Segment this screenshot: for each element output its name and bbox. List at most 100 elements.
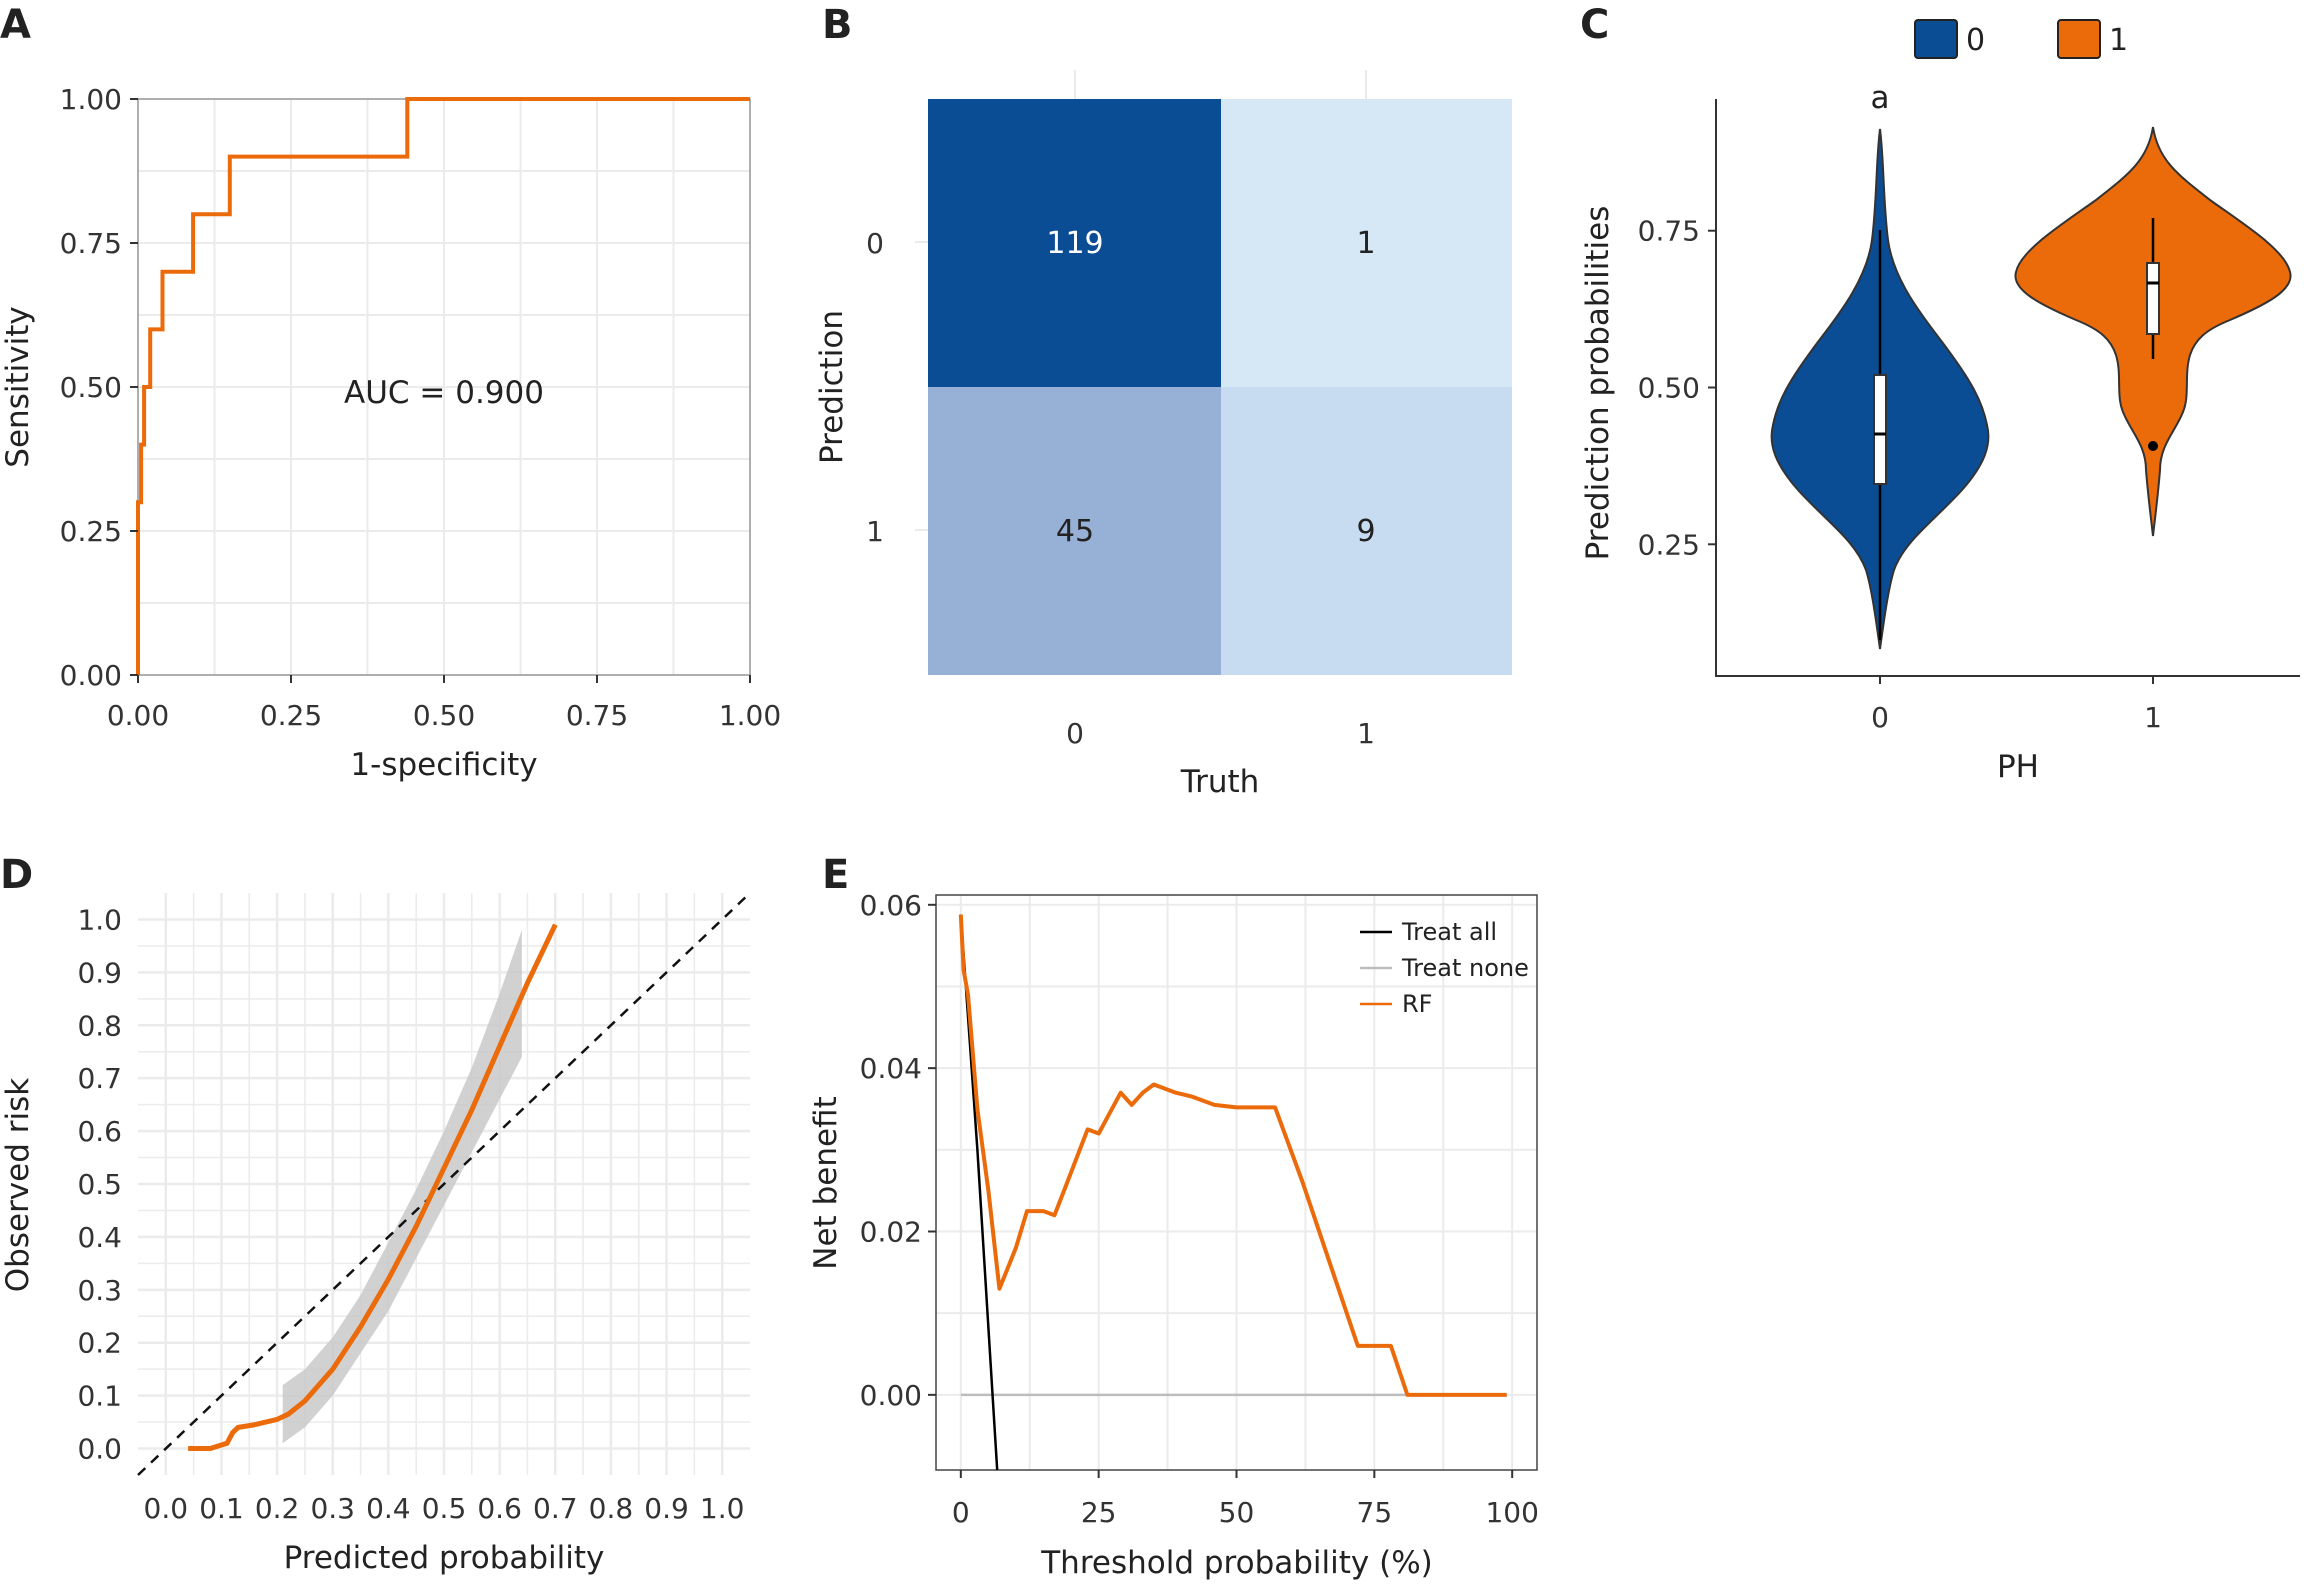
calibration-x-tick-label: 1.0 (700, 1492, 745, 1525)
decision-x-tick-label: 75 (1357, 1496, 1393, 1529)
decision-series (958, 914, 1507, 1471)
panel-letter-a: A (0, 2, 31, 48)
decision-x-axis-title: Threshold probability (%) (1040, 1545, 1433, 1581)
calibration-x-tick-label: 0.0 (144, 1492, 189, 1525)
calibration-y-tick-label: 0.8 (77, 1009, 122, 1042)
panel-letter-b: B (822, 2, 853, 48)
calibration-y-axis-title: Observed risk (0, 1078, 36, 1293)
decision-y-ticks: 0.00 0.02 0.04 0.06 (860, 889, 936, 1412)
truth-tick-0: 0 (1066, 717, 1084, 750)
calibration-y-tick-label: 0.0 (77, 1433, 122, 1466)
legend-label-treat-none: Treat none (1401, 954, 1529, 982)
decision-x-tick-label: 100 (1485, 1496, 1538, 1529)
violin-1-outlier (2148, 441, 2158, 451)
legend-label-1: 1 (2109, 23, 2128, 58)
calibration-x-tick-label: 0.3 (310, 1492, 355, 1525)
calibration-x-tick-label: 0.9 (644, 1492, 689, 1525)
ph-tick-0: 0 (1871, 701, 1889, 734)
panel-letter-d: D (0, 852, 33, 898)
calibration-x-tick-label: 0.8 (589, 1492, 634, 1525)
cell-value-9: 9 (1356, 514, 1375, 549)
panel-letter-e: E (822, 852, 849, 898)
ideal-reference-line (137, 892, 751, 1476)
violin-y-tick-label: 0.75 (1638, 215, 1700, 248)
roc-y-tick-label: 0.75 (60, 227, 122, 260)
roc-x-tick-label: 0.50 (413, 699, 475, 732)
calibration-y-tick-label: 0.1 (77, 1380, 122, 1413)
decision-y-axis-title: Net benefit (808, 1096, 844, 1269)
violin-y-tick-label: 0.50 (1638, 372, 1700, 405)
calibration-confidence-band (282, 930, 522, 1444)
decision-y-tick-label: 0.06 (860, 889, 922, 922)
roc-panel: A AUC = 0.900 0.00 0.25 0.50 0.75 1.00 0.000… (0, 2, 781, 783)
legend-key-0 (1914, 19, 1958, 59)
calibration-y-tick-label: 0.7 (77, 1062, 122, 1095)
roc-y-tick-label: 0.50 (60, 371, 122, 404)
violin-y-tick-label: 0.25 (1638, 528, 1700, 561)
decision-grid (936, 895, 1537, 1470)
decision-y-tick-label: 0.04 (860, 1052, 922, 1085)
calibration-x-tick-label: 0.5 (422, 1492, 467, 1525)
roc-curve (136, 97, 750, 675)
legend-label-0: 0 (1966, 23, 1985, 58)
calibration-curve (188, 923, 558, 1451)
confusion-matrix-panel: B 119 1 45 9 0 1 0 1 Truth Prediction (814, 2, 1512, 800)
decision-x-tick-label: 25 (1081, 1496, 1117, 1529)
calibration-y-tick-label: 1.0 (77, 903, 122, 936)
cell-pred1-truth0 (928, 387, 1221, 675)
calibration-x-axis-title: Predicted probability (284, 1540, 605, 1576)
calibration-panel: D 0.0 0.1 0.2 0.3 0.4 0.5 0.6 0.7 0.8 0.9 1.0 0.00… (0, 852, 751, 1576)
decision-y-tick-label: 0.02 (860, 1216, 922, 1249)
calibration-x-tick-label: 0.1 (199, 1492, 244, 1525)
ph-tick-1: 1 (2144, 701, 2162, 734)
violin-0-box (1873, 374, 1887, 485)
legend-key-1 (2057, 19, 2101, 59)
treat-all-line (959, 914, 999, 1471)
roc-x-tick-label: 1.00 (719, 699, 781, 732)
calibration-y-tick-label: 0.6 (77, 1115, 122, 1148)
calibration-x-tick-label: 0.4 (366, 1492, 411, 1525)
calibration-y-tick-label: 0.2 (77, 1327, 122, 1360)
legend-label-treat-all: Treat all (1401, 918, 1497, 946)
decision-y-tick-label: 0.00 (860, 1379, 922, 1412)
cell-value-1: 1 (1356, 226, 1375, 261)
roc-x-axis-title: 1-specificity (350, 747, 537, 783)
roc-y-tick-label: 1.00 (60, 83, 122, 116)
roc-x-ticks: 0.00 0.25 0.50 0.75 1.00 (107, 675, 781, 732)
decision-curve-panel: E Treat all Treat none RF 0 25 50 75 100 0.0… (808, 852, 1539, 1581)
cell-value-119: 119 (1046, 226, 1103, 261)
roc-y-tick-label: 0.00 (60, 659, 122, 692)
calibration-y-ticks: 0.0 0.1 0.2 0.3 0.4 0.5 0.6 0.7 0.8 0.9 1.0 (77, 903, 122, 1465)
truth-axis-title: Truth (1180, 764, 1260, 800)
cell-value-45: 45 (1056, 514, 1094, 549)
violin-y-ticks: 0.25 0.50 0.75 (1638, 215, 1716, 561)
ph-axis-title: PH (1997, 749, 2039, 785)
roc-x-tick-label: 0.00 (107, 699, 169, 732)
decision-legend: Treat all Treat none RF (1360, 918, 1529, 1018)
calibration-x-tick-label: 0.2 (255, 1492, 300, 1525)
rf-net-benefit-line (958, 914, 1507, 1397)
prediction-tick-0: 0 (866, 227, 884, 260)
calibration-x-ticks: 0.0 0.1 0.2 0.3 0.4 0.5 0.6 0.7 0.8 0.9 1.0 (144, 1492, 745, 1525)
roc-x-tick-label: 0.75 (566, 699, 628, 732)
violin-panel: C 0 1 a 0.25 0.50 0.75 0 1 PH Prediction p… (1580, 2, 2300, 785)
cell-pred0-truth1 (1221, 99, 1512, 387)
calibration-x-tick-label: 0.7 (533, 1492, 578, 1525)
calibration-y-tick-label: 0.5 (77, 1168, 122, 1201)
roc-y-ticks: 0.00 0.25 0.50 0.75 1.00 (60, 83, 138, 692)
violin-y-axis-title: Prediction probabilities (1580, 206, 1616, 561)
roc-x-tick-label: 0.25 (260, 699, 322, 732)
prediction-tick-1: 1 (866, 515, 884, 548)
calibration-y-tick-label: 0.9 (77, 956, 122, 989)
calibration-y-tick-label: 0.3 (77, 1274, 122, 1307)
roc-y-axis-title: Sensitivity (0, 306, 36, 467)
cell-pred1-truth1 (1221, 387, 1512, 675)
auc-annotation: AUC = 0.900 (344, 375, 544, 411)
roc-y-tick-label: 0.25 (60, 515, 122, 548)
prediction-axis-title: Prediction (814, 310, 850, 464)
group-annotation: a (1871, 80, 1890, 116)
calibration-x-tick-label: 0.6 (477, 1492, 522, 1525)
panel-letter-c: C (1580, 2, 1609, 48)
cell-pred0-truth0 (928, 99, 1221, 387)
